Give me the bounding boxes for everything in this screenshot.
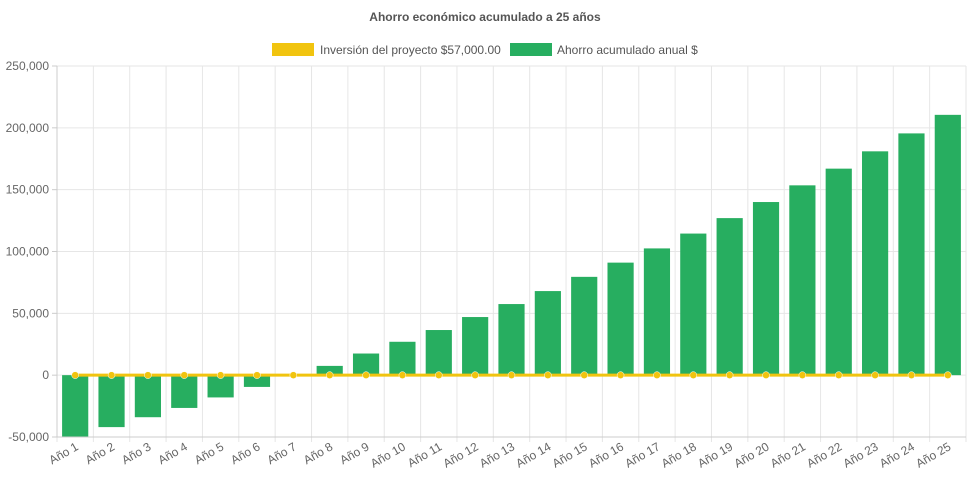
bar[interactable] (316, 365, 343, 376)
legend[interactable]: Inversión del proyecto $57,000.00 Ahorro… (272, 43, 698, 57)
bar[interactable] (352, 353, 380, 376)
y-tick-label: 200,000 (6, 121, 50, 135)
bar[interactable] (898, 133, 925, 376)
x-tick-label: Año 24 (877, 439, 917, 470)
bar[interactable] (643, 248, 671, 376)
line-series (71, 371, 952, 379)
x-tick-label: Año 1 (47, 439, 81, 467)
x-tick-label: Año 11 (405, 439, 444, 470)
x-tick-label: Año 2 (83, 439, 117, 467)
y-axis: -50,000 0 50,000 100,000 150,000 200,000 250,0… (6, 59, 58, 444)
x-tick-label: Año 18 (659, 439, 699, 470)
bar[interactable] (571, 276, 598, 376)
bar[interactable] (498, 304, 525, 376)
y-tick-label: 150,000 (6, 183, 50, 197)
x-tick-label: Año 23 (841, 439, 881, 470)
line-point[interactable] (544, 371, 552, 379)
bar[interactable] (243, 375, 271, 387)
line-point[interactable] (107, 371, 116, 379)
legend-swatch-savings (510, 43, 552, 56)
x-axis: Año 1 Año 2 Año 3 Año 4 Año 5 Año 6 Año 7 Año 8… (47, 436, 966, 471)
x-tick-label: Año 3 (119, 439, 153, 467)
x-tick-label: Año 19 (695, 439, 735, 470)
bar[interactable] (789, 185, 816, 376)
y-tick-label: 0 (42, 368, 49, 382)
x-tick-label: Año 9 (337, 439, 371, 467)
x-tick-label: Año 16 (586, 439, 626, 470)
bar[interactable] (680, 233, 707, 376)
line-point[interactable] (507, 371, 516, 379)
x-tick-label: Año 13 (477, 439, 517, 470)
legend-item-savings[interactable]: Ahorro acumulado anual $ (510, 43, 698, 57)
x-tick-label: Año 14 (513, 439, 553, 470)
line-point[interactable] (325, 371, 334, 379)
x-tick-label: Año 7 (265, 439, 299, 467)
x-tick-label: Año 21 (768, 439, 808, 470)
bar[interactable] (825, 168, 852, 376)
line-point[interactable] (71, 371, 79, 379)
grid-lines (56, 65, 967, 442)
legend-label-savings: Ahorro acumulado anual $ (557, 43, 698, 57)
y-tick-label: -50,000 (8, 430, 49, 444)
bar[interactable] (934, 114, 961, 376)
bar[interactable] (462, 317, 489, 376)
bar[interactable] (716, 218, 743, 376)
x-tick-label: Año 25 (913, 439, 953, 470)
x-tick-label: Año 20 (732, 439, 772, 470)
x-tick-label: Año 4 (156, 439, 190, 467)
line-point[interactable] (798, 371, 807, 379)
bar[interactable] (389, 341, 416, 376)
chart-title: Ahorro económico acumulado a 25 años (369, 10, 601, 24)
line-point[interactable] (689, 371, 698, 379)
bar[interactable] (607, 262, 634, 376)
line-point[interactable] (471, 371, 479, 379)
x-tick-label: Año 12 (441, 439, 481, 470)
y-tick-label: 250,000 (6, 59, 50, 73)
line-point[interactable] (144, 371, 152, 379)
y-tick-label: 100,000 (6, 245, 50, 259)
line-point[interactable] (616, 371, 625, 379)
x-tick-label: Año 17 (622, 439, 662, 470)
y-tick-label: 50,000 (12, 306, 49, 320)
line-point[interactable] (653, 371, 661, 379)
bar[interactable] (62, 375, 89, 437)
bar[interactable] (134, 375, 161, 418)
line-point[interactable] (834, 371, 843, 379)
line-point[interactable] (580, 371, 588, 379)
bar[interactable] (862, 151, 889, 376)
line-point[interactable] (362, 371, 370, 379)
bar[interactable] (752, 202, 780, 376)
line-point[interactable] (871, 371, 879, 379)
x-tick-label: Año 10 (368, 439, 408, 470)
line-point[interactable] (944, 371, 952, 379)
line-point[interactable] (216, 371, 225, 379)
bar[interactable] (98, 375, 125, 428)
line-point[interactable] (435, 371, 443, 379)
legend-item-investment[interactable]: Inversión del proyecto $57,000.00 (272, 43, 501, 57)
line-point[interactable] (289, 371, 298, 379)
bar[interactable] (534, 291, 561, 376)
line-point[interactable] (398, 371, 407, 379)
legend-label-investment: Inversión del proyecto $57,000.00 (320, 43, 501, 57)
x-tick-label: Año 5 (192, 439, 226, 467)
bar[interactable] (171, 375, 198, 408)
x-tick-label: Año 8 (301, 439, 335, 467)
line-point[interactable] (180, 371, 189, 379)
x-tick-label: Año 6 (228, 439, 262, 467)
line-point[interactable] (253, 371, 261, 379)
line-point[interactable] (762, 371, 770, 379)
x-tick-label: Año 22 (804, 439, 844, 470)
bar[interactable] (425, 330, 452, 376)
bar[interactable] (207, 375, 234, 398)
bar-series (62, 114, 961, 437)
line-point[interactable] (725, 371, 734, 379)
x-tick-label: Año 15 (550, 439, 590, 470)
legend-swatch-investment (272, 43, 314, 56)
line-point[interactable] (907, 371, 916, 379)
